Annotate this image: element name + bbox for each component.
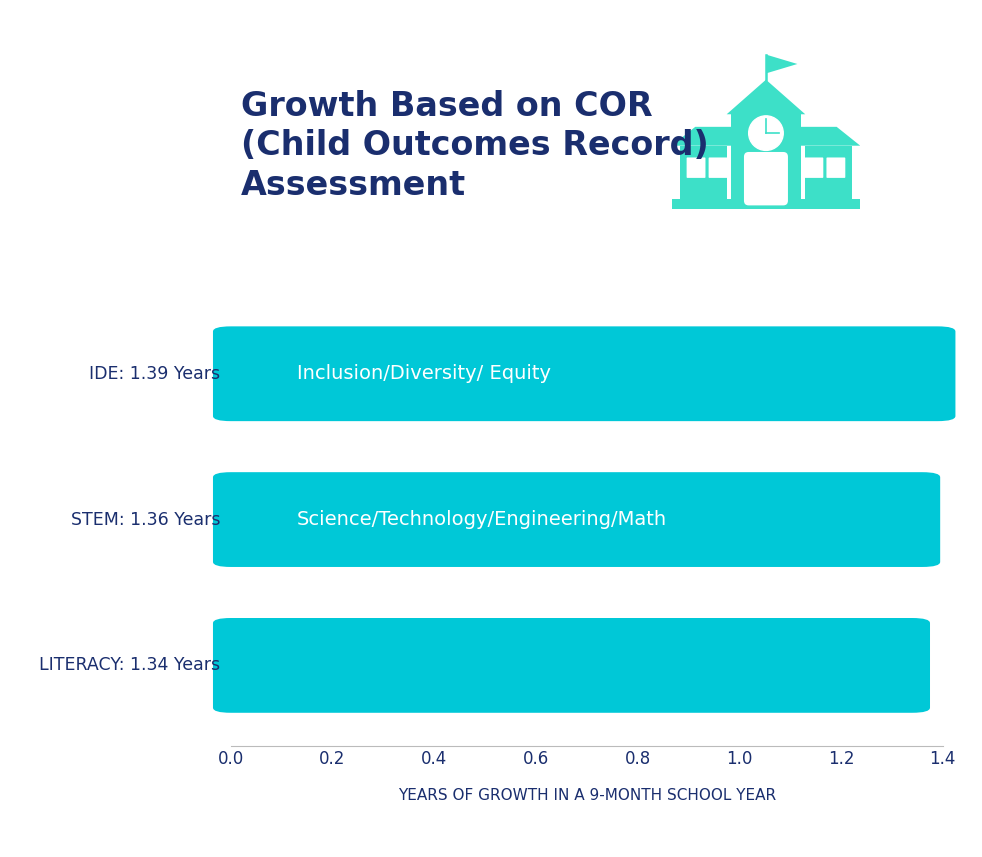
FancyBboxPatch shape [672, 199, 860, 208]
FancyBboxPatch shape [744, 152, 788, 206]
FancyBboxPatch shape [709, 158, 728, 178]
FancyBboxPatch shape [732, 114, 800, 201]
Text: IDE: 1.39 Years: IDE: 1.39 Years [89, 365, 221, 383]
FancyBboxPatch shape [686, 158, 705, 178]
FancyBboxPatch shape [213, 327, 955, 421]
Polygon shape [766, 55, 797, 74]
Text: Growth Based on COR
(Child Outcomes Record)
Assessment: Growth Based on COR (Child Outcomes Reco… [241, 90, 708, 202]
Polygon shape [727, 80, 805, 114]
Polygon shape [797, 127, 860, 146]
FancyBboxPatch shape [213, 618, 930, 713]
Text: LITERACY: 1.34 Years: LITERACY: 1.34 Years [39, 656, 221, 674]
FancyBboxPatch shape [827, 158, 846, 178]
Circle shape [748, 116, 784, 151]
FancyBboxPatch shape [805, 146, 852, 201]
Text: Science/Technology/Engineering/Math: Science/Technology/Engineering/Math [297, 510, 667, 529]
FancyBboxPatch shape [213, 472, 940, 567]
FancyBboxPatch shape [680, 146, 727, 201]
FancyBboxPatch shape [804, 158, 823, 178]
Polygon shape [672, 127, 735, 146]
Text: STEM: 1.36 Years: STEM: 1.36 Years [71, 511, 221, 529]
X-axis label: YEARS OF GROWTH IN A 9-MONTH SCHOOL YEAR: YEARS OF GROWTH IN A 9-MONTH SCHOOL YEAR [398, 788, 776, 803]
Text: Inclusion/Diversity/ Equity: Inclusion/Diversity/ Equity [297, 364, 551, 383]
